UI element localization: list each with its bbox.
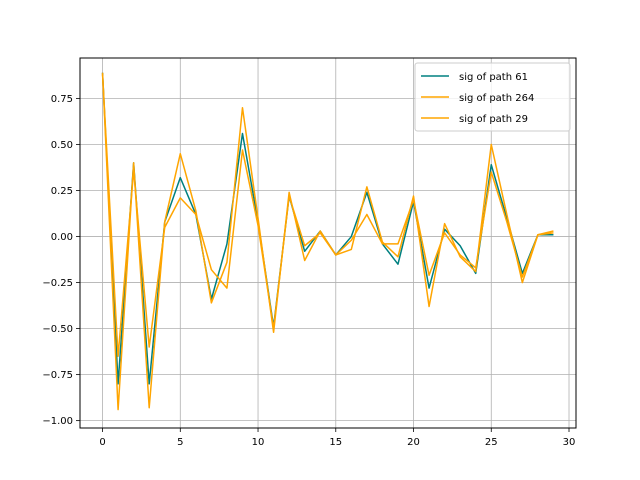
legend-label: sig of path 264	[459, 93, 534, 104]
x-tick-label: 30	[563, 437, 576, 448]
y-tick-label: 0.75	[51, 94, 73, 105]
plot-frame	[79, 57, 577, 429]
y-tick-label: −0.75	[42, 370, 73, 381]
legend-label: sig of path 61	[459, 72, 528, 83]
y-tick-label: 0.00	[51, 232, 73, 243]
series-line-2	[101, 74, 554, 357]
y-tick-label: −0.25	[42, 278, 73, 289]
series-lines	[101, 72, 554, 411]
grid	[80, 58, 576, 428]
x-tick-label: 5	[177, 437, 183, 448]
x-tick-label: 15	[329, 437, 342, 448]
legend-label: sig of path 29	[459, 114, 528, 125]
legend-box	[414, 62, 571, 132]
axis-ticks: 0 5 10 15 20 25 30 −1.00 −0.75 −0.50 −0.25 0.00 0.25…	[42, 94, 575, 448]
y-tick-label: 0.25	[51, 186, 73, 197]
y-tick-label: −1.00	[42, 416, 73, 427]
legend: sig of path 61 sig of path 264 sig of path…	[414, 62, 571, 132]
y-tick-label: 0.50	[51, 140, 73, 151]
x-tick-label: 10	[252, 437, 265, 448]
x-tick-label: 20	[407, 437, 420, 448]
x-tick-label: 0	[99, 437, 105, 448]
x-tick-label: 25	[485, 437, 498, 448]
y-tick-label: −0.50	[42, 324, 73, 335]
